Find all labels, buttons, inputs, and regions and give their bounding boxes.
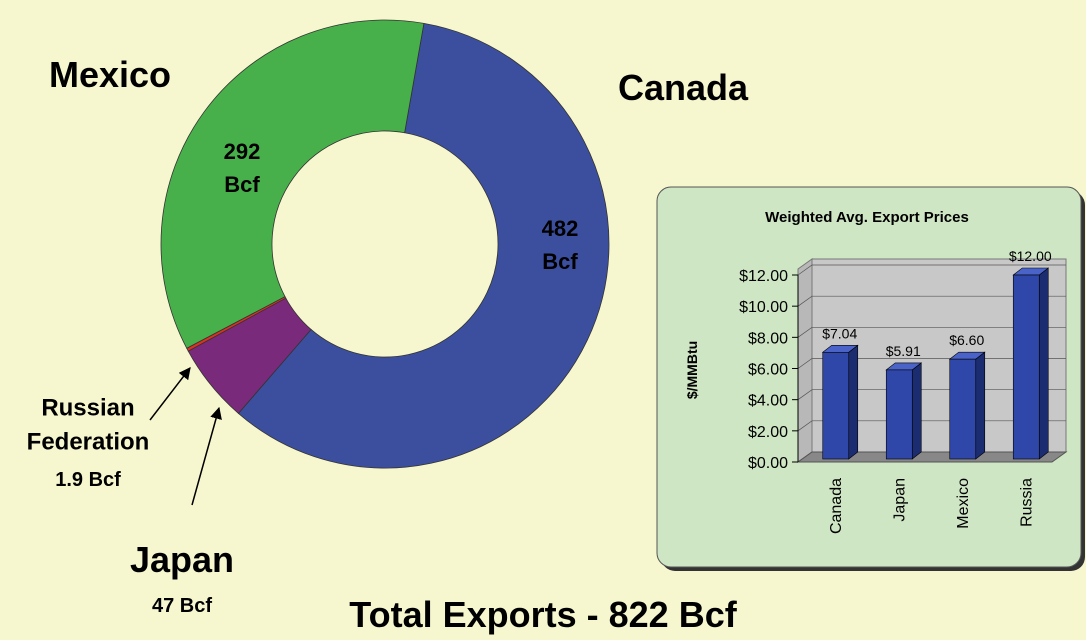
- value-label: 47 Bcf: [151, 595, 213, 617]
- value-label: 482 Bcf: [541, 216, 579, 274]
- donut-title: Total Exports - 822 Bcf: [349, 594, 737, 635]
- data-label: $5.91: [886, 343, 921, 359]
- y-tick-label: $2.00: [748, 424, 788, 441]
- value-label: 1.9 Bcf: [55, 469, 121, 491]
- bar-side: [848, 344, 859, 460]
- grid-line: [797, 326, 1066, 338]
- bar: [885, 369, 913, 460]
- arrow: [149, 367, 191, 421]
- y-tick-label: $4.00: [748, 393, 788, 410]
- slice-label: Canada: [617, 66, 749, 108]
- value-label: 292 Bcf: [223, 139, 261, 197]
- y-tick-label: $6.00: [748, 362, 788, 379]
- data-label: $6.60: [949, 332, 984, 348]
- data-label: $12.00: [1009, 248, 1052, 264]
- y-tick-label: $8.00: [748, 330, 788, 347]
- slice-label: Mexico: [48, 53, 172, 95]
- bar-side: [911, 362, 922, 460]
- bar: [822, 351, 850, 460]
- y-tick-label: $0.00: [748, 455, 788, 472]
- bar: [949, 358, 977, 460]
- bar: [1012, 274, 1040, 460]
- y-axis-label: $/MMBtu: [684, 341, 700, 399]
- slice-label: Japan: [129, 538, 235, 580]
- grid-line: [797, 295, 1066, 307]
- x-tick-label: Russia: [1018, 478, 1035, 527]
- donut-slice: [237, 22, 610, 469]
- data-label: $7.04: [822, 325, 857, 341]
- bar-side: [1038, 267, 1049, 460]
- x-tick-label: Japan: [891, 478, 908, 522]
- slice-label: Russian Federation: [26, 394, 150, 455]
- arrow: [191, 406, 222, 506]
- bar-title: Weighted Avg. Export Prices: [765, 209, 969, 226]
- y-tick-label: $10.00: [739, 299, 788, 316]
- bar-side: [975, 351, 986, 460]
- grid-line: [797, 264, 1066, 276]
- x-tick-label: Mexico: [955, 478, 972, 529]
- donut-slice: [160, 19, 425, 349]
- y-tick-label: $12.00: [739, 268, 788, 285]
- side-wall: [797, 258, 813, 463]
- x-tick-label: Canada: [828, 478, 845, 534]
